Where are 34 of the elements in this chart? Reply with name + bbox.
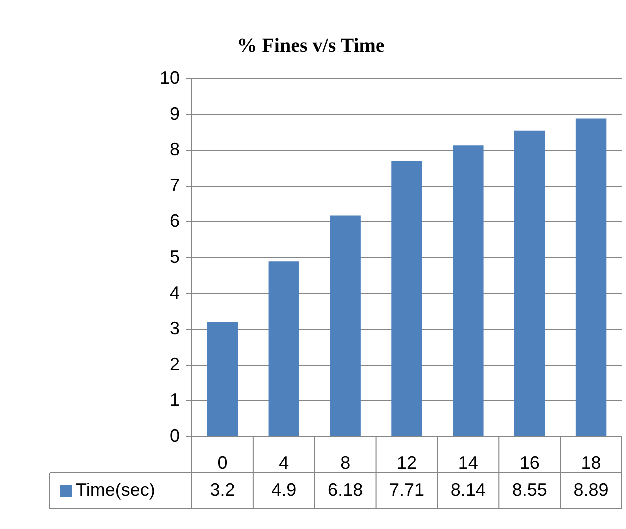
data-label: 8.89	[574, 480, 609, 500]
bar	[514, 130, 546, 436]
y-tick-label: 2	[170, 354, 180, 374]
y-tick-label: 6	[170, 211, 180, 232]
y-tick-label: 5	[170, 246, 180, 267]
x-tick-label: 0	[218, 452, 228, 473]
y-tick-label: 4	[170, 282, 180, 303]
data-label: 4.9	[272, 480, 297, 500]
y-tick-label: 0	[170, 426, 180, 446]
data-label: 8.55	[512, 480, 548, 500]
y-tick-label: 8	[170, 140, 180, 160]
x-tick-label: 14	[458, 452, 478, 473]
data-label: 7.71	[389, 480, 425, 500]
x-tick-label: 8	[340, 452, 351, 473]
x-tick-label: 16	[520, 452, 540, 473]
bar	[453, 146, 484, 436]
y-tick-label: 9	[170, 104, 180, 124]
bar	[576, 118, 607, 436]
bar	[207, 322, 238, 436]
y-tick-label: 7	[170, 175, 180, 196]
data-label: 3.2	[210, 480, 236, 500]
x-tick-label: 4	[279, 452, 290, 473]
bar	[392, 160, 422, 436]
y-tick-label: 10	[160, 68, 180, 88]
data-label: 8.14	[450, 480, 486, 500]
legend-label: Time(sec)	[76, 480, 156, 500]
y-tick-label: 1	[170, 390, 180, 410]
chart-title: % Fines v/s Time	[237, 35, 385, 58]
x-tick-label: 18	[581, 452, 602, 473]
bar	[268, 262, 300, 436]
data-label: 6.18	[328, 480, 364, 500]
bar	[330, 216, 361, 436]
y-tick-label: 3	[170, 318, 180, 339]
x-tick-label: 12	[396, 452, 418, 473]
